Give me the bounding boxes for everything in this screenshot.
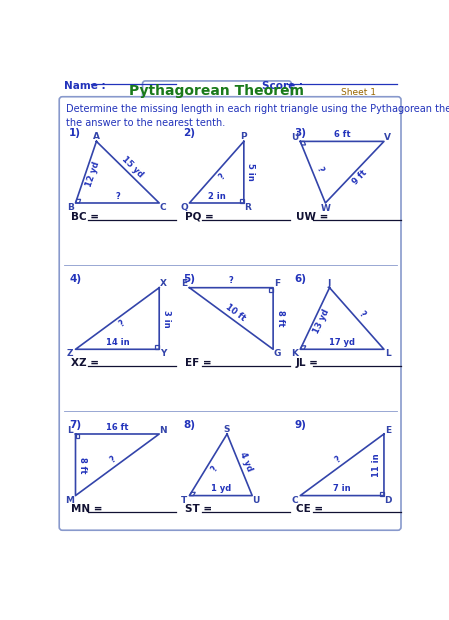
Text: V: V bbox=[384, 133, 392, 142]
Text: A: A bbox=[93, 132, 100, 141]
Text: G: G bbox=[273, 350, 281, 358]
Text: BC =: BC = bbox=[71, 212, 99, 222]
Text: CE =: CE = bbox=[295, 505, 323, 515]
Text: E: E bbox=[181, 280, 187, 288]
Text: ?: ? bbox=[333, 454, 343, 464]
Text: PQ =: PQ = bbox=[185, 212, 214, 222]
Text: 5 in: 5 in bbox=[247, 163, 255, 181]
Text: 1): 1) bbox=[69, 128, 81, 138]
Text: 3): 3) bbox=[294, 128, 306, 138]
Text: W: W bbox=[321, 204, 330, 213]
Text: ?: ? bbox=[115, 192, 120, 200]
Text: R: R bbox=[244, 203, 251, 212]
Text: ?: ? bbox=[217, 172, 227, 182]
Text: ?: ? bbox=[209, 464, 219, 473]
Text: U: U bbox=[252, 496, 260, 505]
Text: 8 ft: 8 ft bbox=[276, 310, 285, 327]
Text: 8 ft: 8 ft bbox=[78, 456, 87, 473]
Text: Sheet 1: Sheet 1 bbox=[341, 87, 376, 97]
Text: ?: ? bbox=[109, 454, 118, 464]
Text: M: M bbox=[66, 496, 75, 505]
Text: 2 in: 2 in bbox=[208, 192, 225, 200]
Text: 5): 5) bbox=[183, 274, 195, 284]
Text: C: C bbox=[160, 203, 167, 212]
Text: L: L bbox=[385, 350, 391, 358]
Text: ST =: ST = bbox=[185, 505, 212, 515]
Text: 1 yd: 1 yd bbox=[211, 484, 231, 493]
Text: JL =: JL = bbox=[295, 358, 318, 368]
Text: 16 ft: 16 ft bbox=[106, 423, 128, 432]
Text: P: P bbox=[241, 132, 247, 141]
Text: 17 yd: 17 yd bbox=[329, 338, 355, 347]
Text: 3 in: 3 in bbox=[162, 309, 171, 327]
Text: 6 ft: 6 ft bbox=[334, 130, 350, 139]
Text: ?: ? bbox=[117, 319, 126, 329]
Text: MN =: MN = bbox=[71, 505, 102, 515]
Text: C: C bbox=[291, 496, 298, 505]
Text: Q: Q bbox=[180, 203, 188, 212]
Text: 10 ft: 10 ft bbox=[224, 303, 247, 323]
FancyBboxPatch shape bbox=[142, 81, 291, 100]
Text: U: U bbox=[291, 133, 299, 142]
Text: D: D bbox=[384, 496, 392, 505]
Text: 7): 7) bbox=[69, 420, 81, 430]
Text: S: S bbox=[224, 425, 230, 434]
Text: Name :: Name : bbox=[64, 81, 106, 91]
Text: 9): 9) bbox=[294, 420, 306, 430]
Text: 8): 8) bbox=[183, 420, 195, 430]
Text: Pythagorean Theorem: Pythagorean Theorem bbox=[129, 84, 304, 97]
Text: ?: ? bbox=[314, 166, 324, 174]
Text: K: K bbox=[291, 350, 298, 358]
Text: Score :: Score : bbox=[261, 81, 303, 91]
Text: ?: ? bbox=[357, 309, 367, 319]
Text: UW =: UW = bbox=[295, 212, 328, 222]
Text: 6): 6) bbox=[294, 274, 306, 284]
Text: 12 yd: 12 yd bbox=[84, 161, 101, 188]
Text: 13 yd: 13 yd bbox=[312, 308, 331, 335]
Text: F: F bbox=[274, 280, 280, 288]
Text: EF =: EF = bbox=[185, 358, 211, 368]
Text: L: L bbox=[67, 426, 73, 435]
Text: 7 in: 7 in bbox=[333, 484, 351, 493]
Text: 4 yd: 4 yd bbox=[238, 451, 254, 473]
Text: 4): 4) bbox=[69, 274, 81, 284]
Text: XZ =: XZ = bbox=[71, 358, 99, 368]
Text: ?: ? bbox=[229, 277, 233, 285]
Text: 11 in: 11 in bbox=[373, 453, 382, 477]
Text: Determine the missing length in each right triangle using the Pythagorean theore: Determine the missing length in each rig… bbox=[66, 104, 449, 128]
Text: 2): 2) bbox=[183, 128, 195, 138]
Text: 14 in: 14 in bbox=[106, 338, 129, 347]
Text: E: E bbox=[385, 426, 391, 435]
Text: J: J bbox=[328, 278, 331, 288]
Text: T: T bbox=[181, 496, 187, 505]
Text: X: X bbox=[159, 280, 167, 288]
Text: 15 yd: 15 yd bbox=[120, 155, 145, 180]
Text: 9 ft: 9 ft bbox=[351, 168, 369, 186]
Text: Z: Z bbox=[67, 350, 73, 358]
FancyBboxPatch shape bbox=[59, 97, 401, 530]
Text: B: B bbox=[66, 203, 74, 212]
Text: N: N bbox=[159, 426, 167, 435]
Text: Y: Y bbox=[160, 350, 166, 358]
